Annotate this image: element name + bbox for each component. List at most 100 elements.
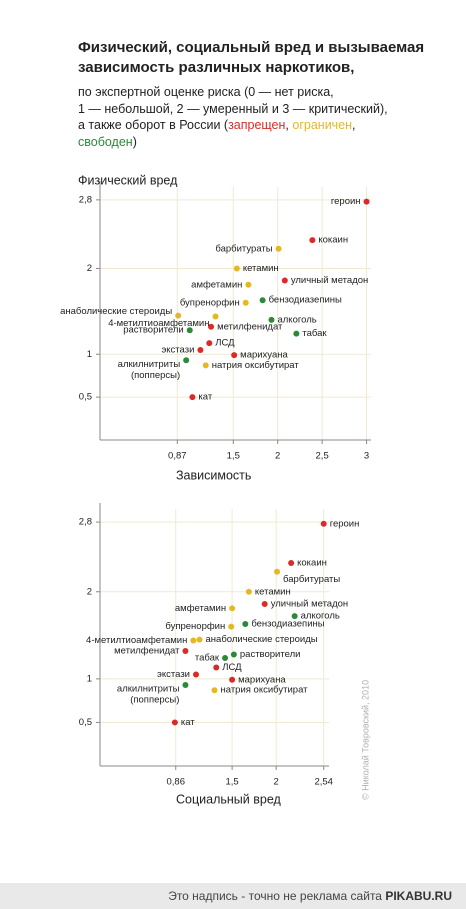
point-label: анаболические стероиды xyxy=(206,634,318,645)
y-tick-label: 2,8 xyxy=(79,194,92,205)
title: Физический, социальный вред и вызываемая… xyxy=(78,38,424,78)
title-line: зависимость различных наркотиков, xyxy=(78,59,355,76)
point xyxy=(182,648,189,655)
x-tick-label: 0,87 xyxy=(168,451,187,462)
x-tick-label: 2 xyxy=(275,451,280,462)
x-tick-label: 2 xyxy=(274,777,279,788)
legend-separator: ) xyxy=(132,134,137,149)
point-label: кетамин xyxy=(255,586,291,597)
x-axis-label: Зависимость xyxy=(176,468,251,482)
point xyxy=(212,313,219,320)
subtitle: по экспертной оценке риска (0 — нет риск… xyxy=(78,84,388,150)
point-label: метилфенидат xyxy=(114,646,180,657)
point xyxy=(288,560,295,567)
point-label: анаболические стероиды xyxy=(60,306,172,317)
legend-entry: свободен xyxy=(78,134,133,149)
point-label: ЛСД xyxy=(215,338,235,349)
point xyxy=(259,297,266,304)
x-axis-label: Социальный вред xyxy=(176,792,281,806)
point-label: 4-метилтиоамфетамин xyxy=(108,318,209,329)
point-label: героин xyxy=(331,196,361,207)
y-tick-label: 2 xyxy=(87,263,92,274)
point xyxy=(281,277,288,284)
legend-separator: , xyxy=(285,118,293,132)
point-label: бензодиазепины xyxy=(251,619,324,630)
point-label: кокаин xyxy=(318,235,348,246)
point-label: уличный метадон xyxy=(271,598,348,609)
subtitle-line: 1 — небольшой, 2 — умеренный и 3 — крити… xyxy=(78,101,388,116)
point-label: кетамин xyxy=(243,263,279,274)
point xyxy=(261,600,268,607)
credit: © Николай Товровский, 2010 xyxy=(360,680,370,800)
point-label: уличный метадон xyxy=(291,275,368,286)
point-label: экстази xyxy=(161,344,194,355)
point-label: ЛСД xyxy=(222,662,242,673)
footer: Это надпись - точно не реклама сайта PIK… xyxy=(0,883,466,909)
footer-text: Это надпись - точно не реклама сайта xyxy=(168,889,382,903)
y-tick-label: 1 xyxy=(87,349,92,360)
point xyxy=(293,330,300,337)
charts: © Николай Товровский, 2010 0,5 1 2 2,8 0,87 1… xyxy=(60,173,371,806)
point xyxy=(196,636,203,643)
point-label: табак xyxy=(302,328,327,339)
point-label: метилфенидат xyxy=(217,321,283,332)
subtitle-text: а также оборот в России ( xyxy=(78,118,229,132)
point xyxy=(193,671,200,678)
subtitle-line: по экспертной оценке риска (0 — нет риск… xyxy=(78,85,334,99)
point-label: (попперсы) xyxy=(130,694,179,705)
point-label: амфетамин xyxy=(175,603,226,614)
point xyxy=(268,316,275,323)
point-label: кат xyxy=(181,717,195,728)
y-tick-label: 0,5 xyxy=(79,392,92,403)
point xyxy=(171,719,178,726)
x-tick-label: 2,54 xyxy=(314,777,333,788)
point xyxy=(363,198,370,205)
point-label: марихуана xyxy=(238,674,286,685)
point xyxy=(231,352,238,359)
x-tick-label: 2,5 xyxy=(316,451,329,462)
point xyxy=(175,312,182,319)
point xyxy=(228,623,235,630)
point xyxy=(309,237,316,244)
point xyxy=(202,362,209,369)
point xyxy=(208,323,215,330)
point-label: (попперсы) xyxy=(131,370,180,381)
legend-entry: ограничен xyxy=(292,118,353,132)
point xyxy=(183,357,190,364)
legend-entry: запрещен xyxy=(228,118,286,132)
point xyxy=(320,520,327,527)
x-tick-label: 1,5 xyxy=(226,777,239,788)
point xyxy=(222,654,229,661)
point xyxy=(230,651,237,658)
y-tick-label: 0,5 xyxy=(79,717,92,728)
subtitle-line: а также оборот в России (запрещен, огран… xyxy=(78,117,388,134)
point xyxy=(211,687,218,694)
subtitle-line: свободен) xyxy=(78,134,388,151)
point xyxy=(245,281,252,288)
point xyxy=(189,394,196,401)
point-label: марихуана xyxy=(240,350,288,361)
y-axis-label: Физический вред xyxy=(78,173,178,187)
point-label: растворители xyxy=(240,649,301,660)
point xyxy=(275,245,282,252)
point-label: табак xyxy=(195,652,220,663)
point-label: натрия оксибутират xyxy=(221,685,309,696)
y-tick-label: 1 xyxy=(87,673,92,684)
point-label: бупренорфин xyxy=(180,297,240,308)
point xyxy=(274,568,281,575)
title-line: Физический, социальный вред и вызываемая xyxy=(78,39,425,56)
point xyxy=(213,664,220,671)
point xyxy=(197,346,204,353)
point-label: алкоголь xyxy=(301,611,340,622)
point-label: бензодиазепины xyxy=(269,295,342,306)
point xyxy=(206,340,213,347)
y-tick-label: 2,8 xyxy=(79,517,92,528)
legend-separator: , xyxy=(352,118,356,132)
point-label: амфетамин xyxy=(191,279,242,290)
point xyxy=(229,676,236,683)
point-label: алкоголь xyxy=(277,314,316,325)
point-label: растворители xyxy=(123,325,184,336)
point xyxy=(291,613,298,620)
point-label: алкилнитриты xyxy=(118,359,181,370)
